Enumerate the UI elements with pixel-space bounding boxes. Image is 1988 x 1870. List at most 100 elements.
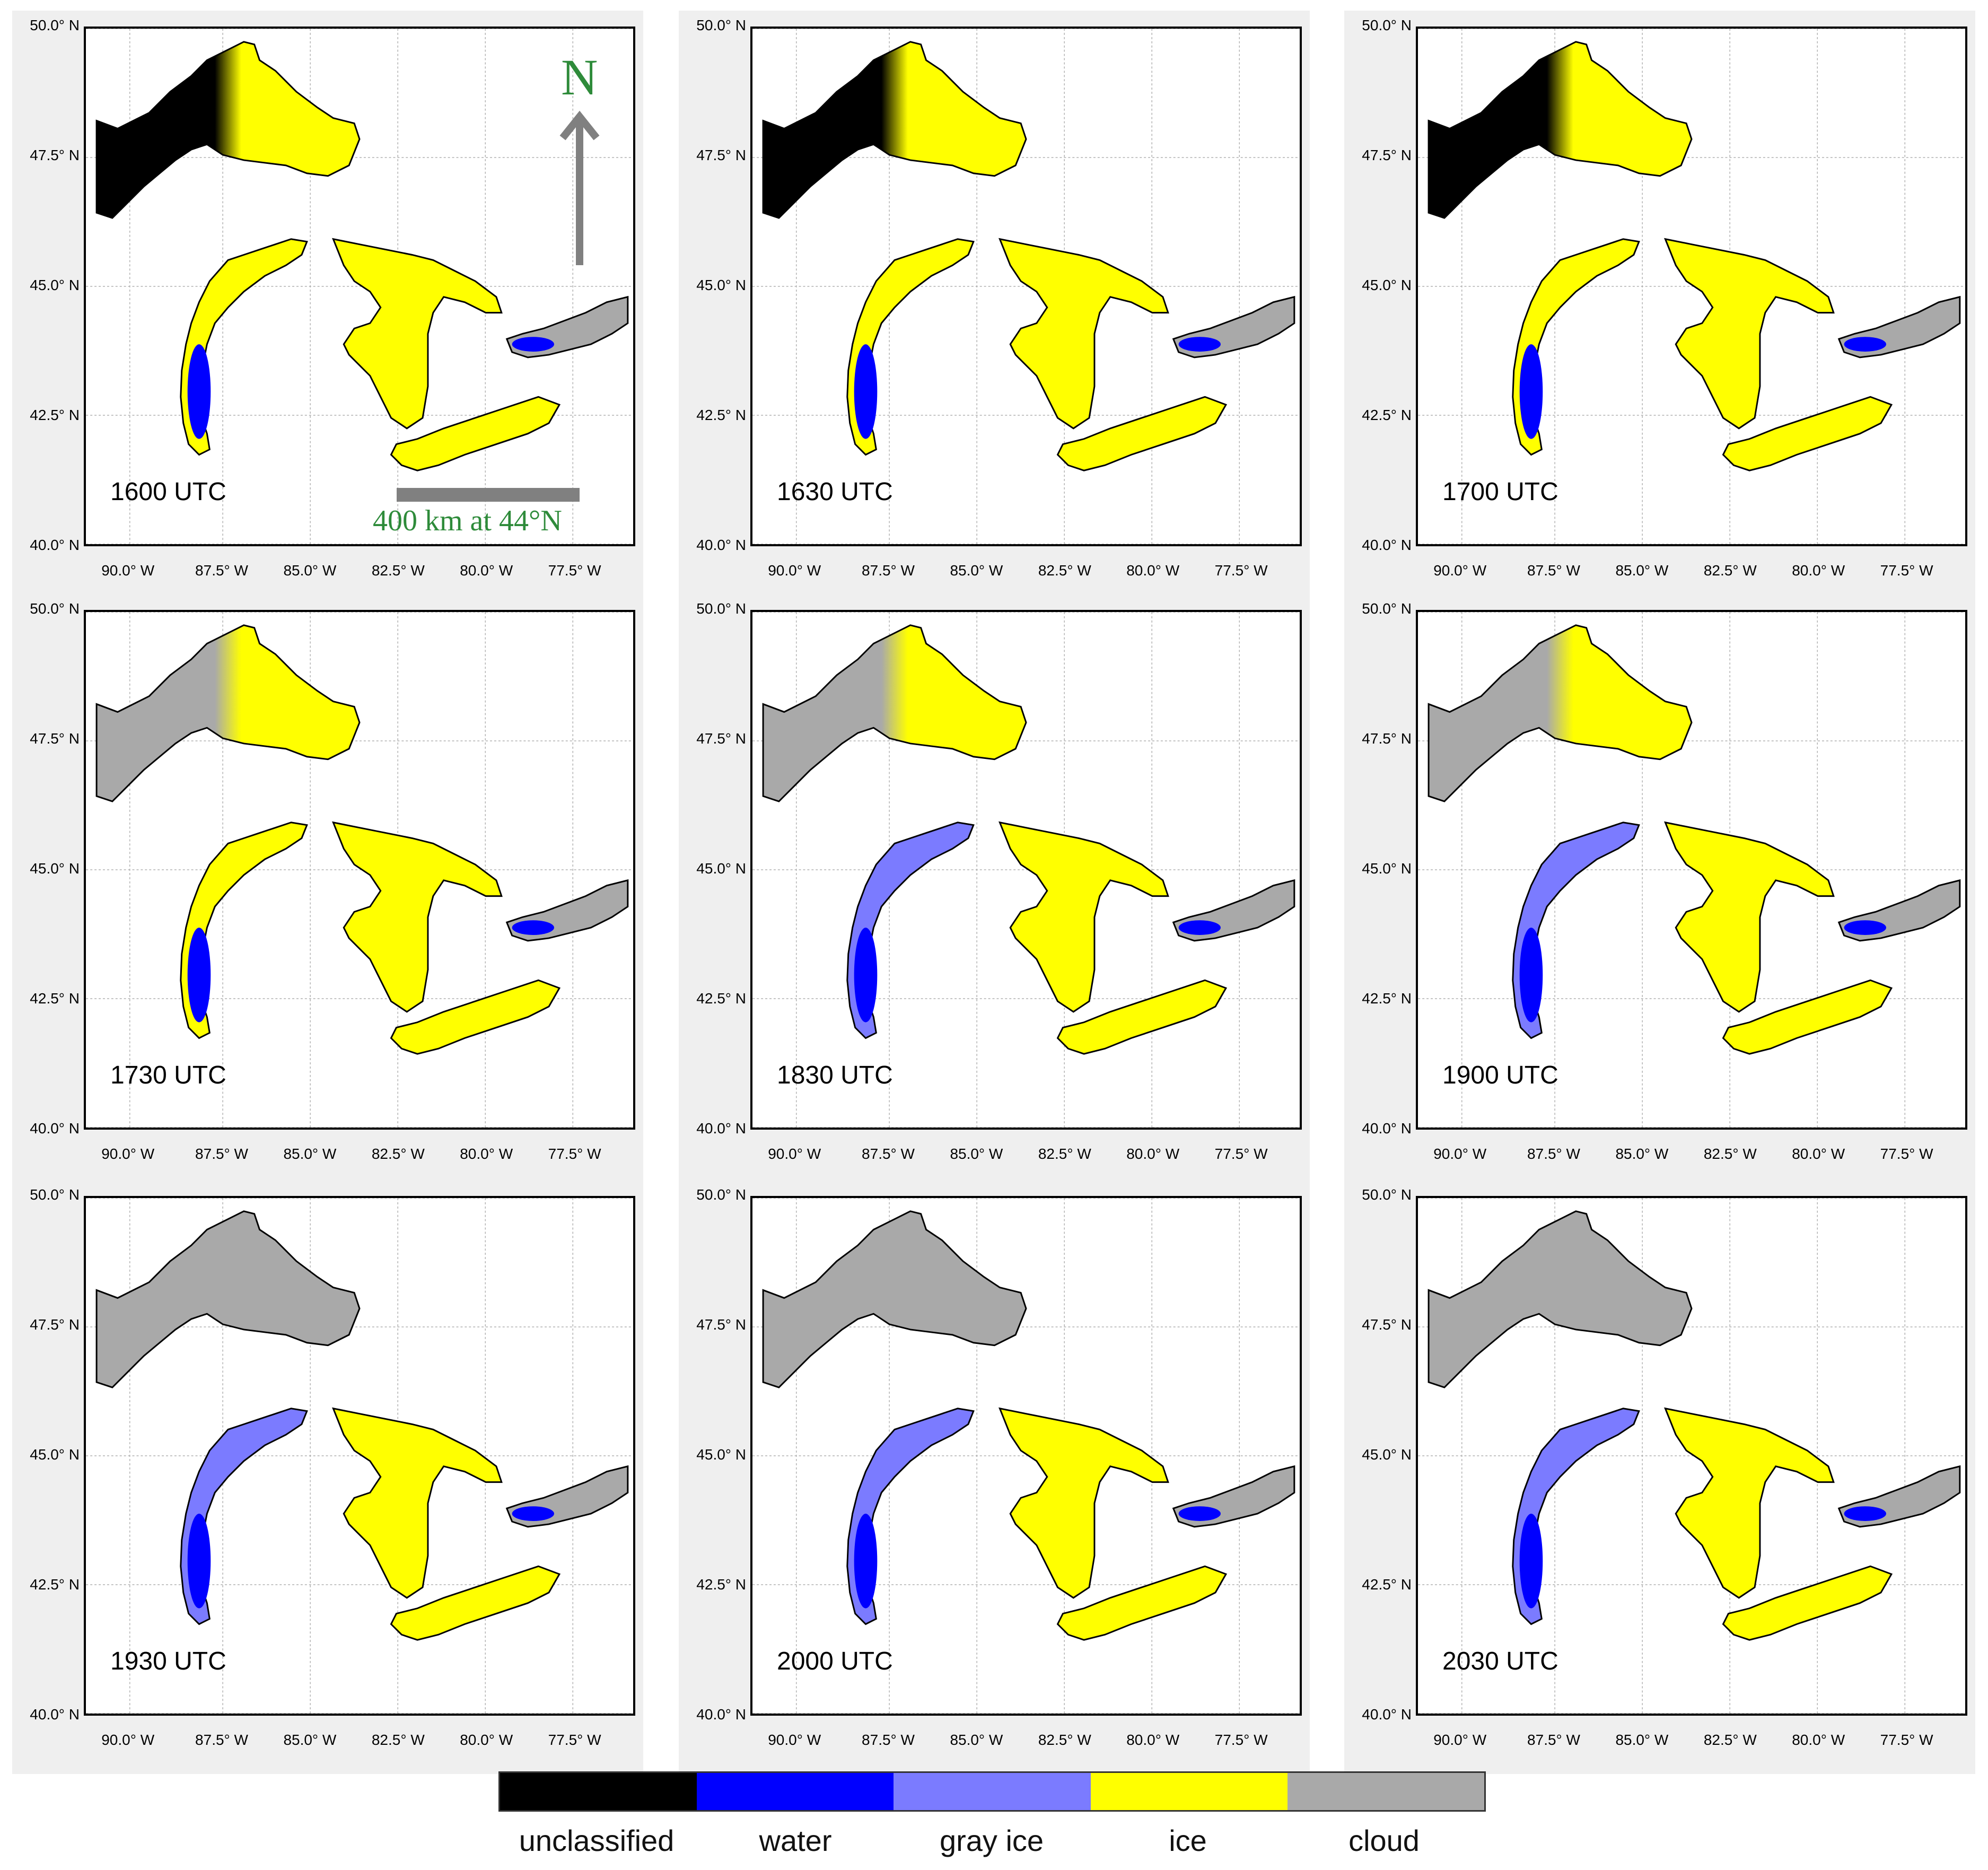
longitude-tick-label: 82.5° W	[1038, 1146, 1091, 1162]
longitude-tick-label: 87.5° W	[1527, 1146, 1580, 1162]
latitude-tick-label: 45.0° N	[696, 277, 746, 293]
latitude-tick-label: 47.5° N	[696, 730, 746, 747]
lake-ontario-water-region	[1178, 920, 1221, 935]
legend-colorbar	[498, 1771, 1486, 1812]
longitude-tick-label: 90.0° W	[101, 1146, 155, 1162]
latitude-tick-label: 45.0° N	[30, 1446, 80, 1463]
map-svg	[1418, 1198, 1965, 1714]
lake-huron	[1664, 238, 1835, 430]
map-panel	[750, 1196, 1302, 1716]
legend-label-ice: ice	[1169, 1824, 1207, 1857]
longitude-tick-label: 80.0° W	[1126, 1146, 1180, 1162]
lake-superior	[1427, 1210, 1693, 1388]
panel-time-label: 1900 UTC	[1442, 1061, 1558, 1089]
longitude-tick-label: 85.0° W	[1615, 562, 1669, 579]
longitude-tick-label: 85.0° W	[1615, 1732, 1669, 1748]
lake-huron	[332, 1407, 503, 1599]
latitude-tick-label: 42.5° N	[696, 990, 746, 1007]
lake-erie	[1056, 1565, 1228, 1641]
lake-erie	[390, 1565, 561, 1641]
longitude-tick-label: 82.5° W	[1703, 1146, 1757, 1162]
longitude-tick-label: 90.0° W	[1433, 562, 1487, 579]
longitude-tick-label: 80.0° W	[1792, 562, 1845, 579]
lake-erie	[390, 979, 561, 1055]
latitude-tick-label: 50.0° N	[1362, 1186, 1412, 1203]
longitude-tick-label: 85.0° W	[283, 1146, 337, 1162]
map-svg	[86, 612, 633, 1128]
map-svg	[86, 1198, 633, 1714]
longitude-tick-label: 82.5° W	[1038, 562, 1091, 579]
latitude-tick-label: 45.0° N	[1362, 277, 1412, 293]
latitude-tick-label: 40.0° N	[30, 1120, 80, 1137]
latitude-tick-label: 45.0° N	[1362, 1446, 1412, 1463]
latitude-tick-label: 40.0° N	[1362, 537, 1412, 553]
map-svg	[752, 612, 1300, 1128]
map-panel	[1416, 610, 1967, 1130]
longitude-tick-label: 85.0° W	[283, 562, 337, 579]
lake-michigan-water-region	[187, 1514, 211, 1609]
map-svg	[752, 1198, 1300, 1714]
longitude-tick-label: 87.5° W	[195, 1146, 248, 1162]
lake-michigan-water-region	[1519, 344, 1543, 439]
longitude-tick-label: 80.0° W	[1792, 1146, 1845, 1162]
latitude-tick-label: 40.0° N	[696, 1706, 746, 1723]
lake-huron	[1664, 821, 1835, 1013]
longitude-tick-label: 82.5° W	[1038, 1732, 1091, 1748]
latitude-tick-label: 40.0° N	[696, 1120, 746, 1137]
latitude-tick-label: 42.5° N	[30, 1576, 80, 1593]
panel-time-label: 1730 UTC	[110, 1061, 226, 1089]
latitude-tick-label: 40.0° N	[30, 537, 80, 553]
lake-superior	[1427, 624, 1693, 802]
longitude-tick-label: 80.0° W	[460, 562, 513, 579]
lake-huron	[999, 238, 1169, 430]
lake-huron	[999, 821, 1169, 1013]
map-panel	[1416, 1196, 1967, 1716]
legend-swatch-ice	[1090, 1773, 1288, 1810]
map-panel	[84, 27, 635, 546]
map-panel	[750, 27, 1302, 546]
latitude-tick-label: 47.5° N	[30, 1316, 80, 1333]
longitude-tick-label: 77.5° W	[548, 1146, 601, 1162]
longitude-tick-label: 82.5° W	[1703, 1732, 1757, 1748]
lake-ontario-water-region	[512, 1506, 554, 1521]
lake-superior	[762, 1210, 1027, 1388]
longitude-tick-label: 87.5° W	[862, 1732, 915, 1748]
map-panel	[1416, 27, 1967, 546]
latitude-tick-label: 40.0° N	[1362, 1120, 1412, 1137]
latitude-tick-label: 47.5° N	[1362, 1316, 1412, 1333]
longitude-tick-label: 85.0° W	[950, 1146, 1003, 1162]
panel-time-label: 2000 UTC	[777, 1647, 893, 1675]
latitude-tick-label: 45.0° N	[30, 277, 80, 293]
lake-erie	[390, 396, 561, 471]
latitude-tick-label: 47.5° N	[30, 730, 80, 747]
panel-time-label: 2030 UTC	[1442, 1647, 1558, 1675]
longitude-tick-label: 77.5° W	[548, 562, 601, 579]
longitude-tick-label: 80.0° W	[1126, 562, 1180, 579]
lake-ontario-water-region	[1178, 1506, 1221, 1521]
lake-ontario-water-region	[512, 920, 554, 935]
latitude-tick-label: 45.0° N	[696, 1446, 746, 1463]
lake-erie	[1056, 979, 1228, 1055]
lake-huron	[332, 238, 503, 430]
lake-superior	[95, 41, 361, 219]
longitude-tick-label: 90.0° W	[1433, 1732, 1487, 1748]
latitude-tick-label: 42.5° N	[696, 1576, 746, 1593]
latitude-tick-label: 42.5° N	[1362, 1576, 1412, 1593]
longitude-tick-label: 85.0° W	[950, 562, 1003, 579]
map-panel	[84, 1196, 635, 1716]
longitude-tick-label: 77.5° W	[548, 1732, 601, 1748]
longitude-tick-label: 85.0° W	[283, 1732, 337, 1748]
lake-ontario-water-region	[1178, 337, 1221, 352]
longitude-tick-label: 80.0° W	[460, 1146, 513, 1162]
legend-label-cloud: cloud	[1348, 1824, 1420, 1857]
longitude-tick-label: 87.5° W	[195, 1732, 248, 1748]
latitude-tick-label: 47.5° N	[696, 147, 746, 163]
latitude-tick-label: 40.0° N	[30, 1706, 80, 1723]
legend-swatch-unclassified	[500, 1773, 697, 1810]
longitude-tick-label: 77.5° W	[1214, 1732, 1268, 1748]
scale-bar-label: 400 km at 44°N	[373, 504, 562, 537]
lake-michigan-water-region	[1519, 928, 1543, 1023]
longitude-tick-label: 90.0° W	[101, 562, 155, 579]
latitude-tick-label: 50.0° N	[696, 600, 746, 617]
panel-time-label: 1630 UTC	[777, 478, 893, 506]
